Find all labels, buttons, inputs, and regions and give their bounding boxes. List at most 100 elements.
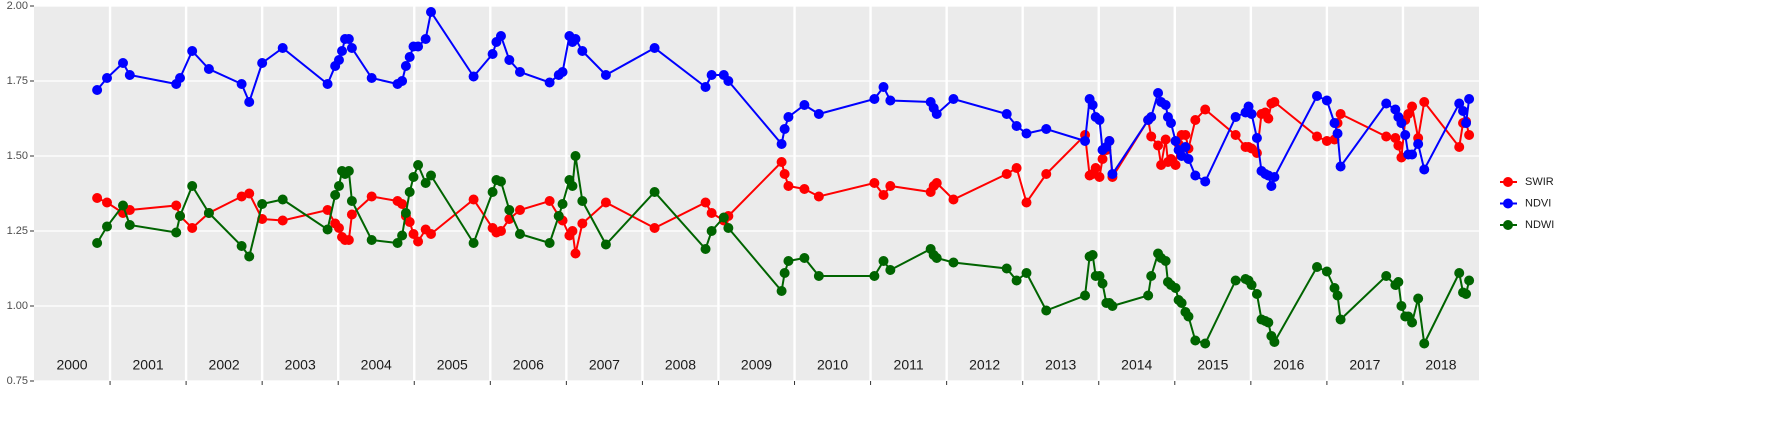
point xyxy=(649,223,660,233)
point xyxy=(175,211,186,221)
point xyxy=(1230,112,1241,122)
point xyxy=(600,239,611,250)
point xyxy=(600,70,611,80)
point xyxy=(1230,275,1241,286)
point xyxy=(1393,277,1404,287)
point xyxy=(1335,161,1346,172)
point xyxy=(495,226,506,236)
year-label: 2002 xyxy=(209,357,240,373)
point xyxy=(397,199,408,209)
point xyxy=(878,190,889,200)
point xyxy=(1269,97,1280,107)
point xyxy=(700,197,711,208)
point xyxy=(244,251,255,262)
point xyxy=(124,220,135,230)
point xyxy=(1251,133,1262,143)
point xyxy=(1080,290,1091,301)
point xyxy=(1190,170,1201,181)
point xyxy=(948,194,959,205)
year-label: 2017 xyxy=(1349,357,1380,373)
point xyxy=(885,265,896,275)
point xyxy=(404,217,415,227)
point xyxy=(333,223,344,233)
point xyxy=(1458,106,1469,116)
year-label: 2011 xyxy=(894,357,924,373)
point xyxy=(343,34,354,44)
legend-label: SWIR xyxy=(1525,176,1554,188)
point xyxy=(1381,131,1392,142)
point xyxy=(1407,149,1418,160)
point xyxy=(869,271,880,281)
point xyxy=(878,82,889,92)
point xyxy=(1454,142,1465,152)
year-label: 2008 xyxy=(665,357,696,373)
point xyxy=(1097,278,1108,289)
point xyxy=(425,7,436,17)
year-label: 2006 xyxy=(513,357,544,373)
point xyxy=(397,76,408,86)
point xyxy=(1454,268,1465,278)
point xyxy=(514,67,525,77)
point xyxy=(1269,172,1280,182)
point xyxy=(577,196,588,206)
point xyxy=(706,70,717,80)
point xyxy=(1146,271,1157,281)
point xyxy=(1041,169,1052,179)
point xyxy=(1321,95,1332,106)
point xyxy=(723,76,734,86)
point xyxy=(1390,104,1401,115)
point xyxy=(1246,109,1257,119)
point xyxy=(1021,197,1032,208)
point xyxy=(187,223,198,233)
point xyxy=(1390,133,1401,143)
year-label: 2013 xyxy=(1045,357,1076,373)
point xyxy=(1160,100,1171,110)
year-label: 2009 xyxy=(741,357,772,373)
point xyxy=(1041,305,1052,316)
point xyxy=(783,112,794,122)
point xyxy=(1094,271,1105,281)
point xyxy=(504,55,515,65)
point xyxy=(553,211,564,221)
point xyxy=(468,194,479,205)
point xyxy=(1464,94,1475,104)
point xyxy=(776,157,787,167)
point xyxy=(404,52,415,62)
panel xyxy=(34,6,1479,381)
point xyxy=(1011,163,1022,173)
point xyxy=(779,124,790,134)
point xyxy=(649,43,660,53)
point xyxy=(366,73,377,83)
point xyxy=(1251,289,1262,299)
point xyxy=(203,208,214,218)
point xyxy=(1407,317,1418,328)
year-label: 2015 xyxy=(1197,357,1228,373)
point xyxy=(1321,136,1332,146)
point xyxy=(1094,115,1105,125)
point xyxy=(776,286,787,296)
point xyxy=(322,205,333,215)
point xyxy=(425,229,436,239)
point xyxy=(570,151,581,161)
point xyxy=(1230,130,1241,140)
point xyxy=(1107,301,1118,311)
point xyxy=(779,169,790,179)
point xyxy=(1094,172,1105,182)
year-label: 2003 xyxy=(285,357,316,373)
point xyxy=(1464,275,1475,286)
point xyxy=(869,94,880,104)
y-tick-label: 1.00 xyxy=(7,300,28,312)
point xyxy=(779,268,790,278)
point xyxy=(236,79,247,89)
point xyxy=(413,236,424,247)
point xyxy=(799,253,810,263)
point xyxy=(1329,283,1340,293)
point xyxy=(203,64,214,74)
point xyxy=(408,229,419,239)
point xyxy=(1312,131,1323,142)
point xyxy=(404,187,415,197)
point xyxy=(1146,112,1157,122)
point xyxy=(92,193,103,203)
point xyxy=(257,58,268,68)
point xyxy=(1246,280,1257,290)
